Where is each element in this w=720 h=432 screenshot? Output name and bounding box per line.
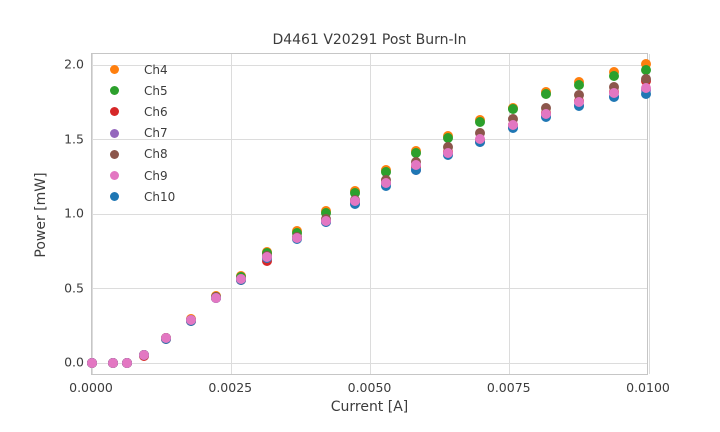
y-tick-label: 1.0 [64, 205, 84, 221]
legend-label: Ch4 [144, 62, 168, 77]
legend-label: Ch8 [144, 147, 168, 162]
data-point-ch9 [108, 358, 119, 369]
gridline [91, 54, 93, 374]
legend: Ch4 Ch5 Ch6 Ch7 Ch8 Ch9 Ch10 [110, 59, 175, 207]
data-point-ch9 [211, 292, 222, 303]
data-point-ch9 [641, 83, 652, 94]
data-point-ch8 [507, 114, 518, 125]
data-point-ch9 [411, 160, 422, 171]
legend-label: Ch5 [144, 83, 168, 98]
data-point-ch5 [443, 132, 454, 143]
data-point-ch8 [641, 73, 652, 84]
data-point-ch8 [443, 142, 454, 153]
y-tick-label: 0.5 [64, 280, 84, 296]
x-tick-label: 0.0000 [69, 380, 113, 395]
data-point-ch9 [122, 358, 133, 369]
data-point-ch8 [609, 81, 620, 92]
data-point-ch9 [291, 232, 302, 243]
data-point-ch5 [380, 167, 391, 178]
data-point-ch9 [540, 109, 551, 120]
y-tick-label: 0.0 [64, 354, 84, 370]
legend-item-ch6: Ch6 [110, 101, 175, 122]
legend-marker-ch4 [110, 65, 119, 75]
data-point-ch8 [574, 90, 585, 101]
gridline [370, 54, 371, 374]
legend-item-ch9: Ch9 [110, 165, 175, 186]
data-point-ch9 [507, 120, 518, 131]
legend-item-ch8: Ch8 [110, 144, 175, 165]
data-point-ch9 [160, 333, 171, 344]
data-point-ch9 [475, 133, 486, 144]
data-point-ch5 [350, 188, 361, 199]
legend-marker-ch8 [110, 149, 119, 159]
gridline [230, 54, 232, 374]
legend-label: Ch6 [144, 104, 168, 119]
data-point-ch9 [350, 196, 361, 207]
data-point-ch9 [186, 315, 197, 326]
gridline [92, 288, 647, 290]
data-point-ch9 [443, 147, 454, 158]
data-point-ch5 [641, 64, 652, 75]
data-point-ch5 [609, 71, 620, 82]
data-point-ch10 [641, 88, 652, 99]
gridline [92, 362, 647, 364]
data-point-ch5 [475, 116, 486, 127]
data-point-ch9 [87, 358, 97, 369]
legend-label: Ch10 [144, 189, 176, 204]
data-point-ch9 [380, 177, 391, 188]
legend-marker-ch7 [110, 128, 119, 138]
data-point-ch9 [139, 350, 150, 361]
y-tick-label: 2.0 [64, 56, 84, 72]
gridline [509, 54, 511, 374]
data-point-ch8 [475, 127, 486, 138]
data-point-ch5 [411, 148, 422, 159]
gridline [92, 64, 647, 66]
legend-marker-ch6 [110, 107, 119, 117]
data-point-ch4 [641, 59, 652, 70]
data-point-ch9 [262, 252, 273, 263]
data-point-ch5 [540, 88, 551, 99]
legend-label: Ch9 [144, 168, 168, 183]
legend-marker-ch9 [110, 171, 119, 181]
legend-item-ch4: Ch4 [110, 59, 175, 80]
x-tick-label: 0.0075 [486, 380, 531, 395]
data-point-ch9 [574, 97, 585, 108]
x-tick-label: 0.0025 [208, 380, 253, 395]
x-tick-label: 0.0050 [347, 380, 392, 395]
data-point-ch5 [320, 208, 331, 219]
gridline [92, 139, 647, 141]
data-point-ch9 [320, 215, 331, 226]
gridline [648, 54, 650, 374]
plot-area [87, 53, 652, 375]
data-point-ch5 [574, 79, 585, 90]
data-point-ch9 [236, 274, 247, 285]
data-point-ch5 [507, 104, 518, 115]
chart-title: D4461 V20291 Post Burn-In [272, 32, 467, 48]
y-tick-label: 1.5 [64, 131, 84, 147]
gridline [92, 213, 647, 215]
legend-label: Ch7 [144, 126, 168, 141]
x-tick-label: 0.0100 [626, 380, 670, 395]
data-point-ch9 [609, 88, 620, 99]
legend-item-ch10: Ch10 [110, 186, 175, 207]
x-axis-label: Current [A] [330, 399, 409, 415]
legend-marker-ch5 [110, 86, 119, 96]
data-point-ch8 [540, 103, 551, 114]
legend-item-ch5: Ch5 [110, 80, 175, 101]
legend-item-ch7: Ch7 [110, 123, 175, 144]
legend-marker-ch10 [110, 192, 119, 202]
